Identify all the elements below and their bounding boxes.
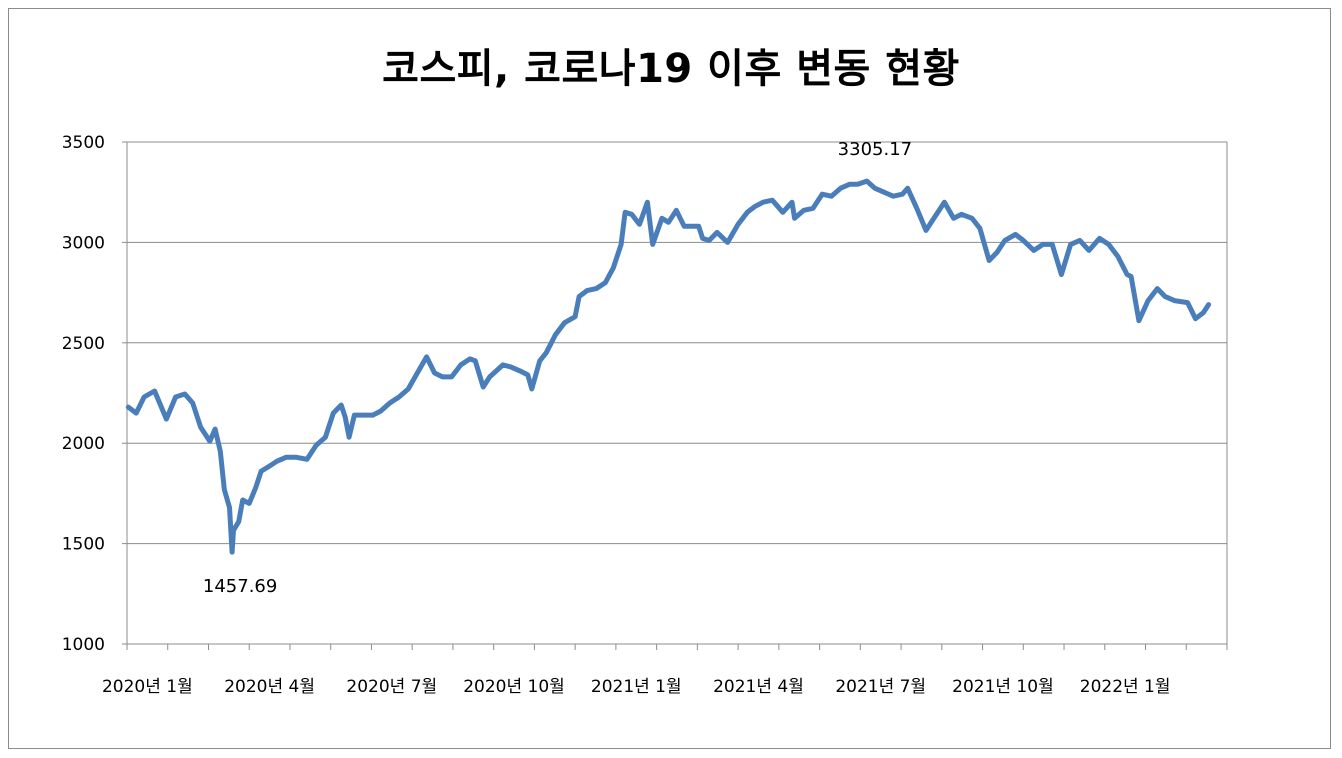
annotations: 1457.69 3305.17 (203, 139, 912, 597)
chart-title: 코스피, 코로나19 이후 변동 현황 (382, 46, 960, 92)
y-tick-label: 2500 (62, 334, 105, 354)
x-tick-label: 2020년 1월 (102, 677, 193, 697)
x-axis: 2020년 1월 2020년 4월 2020년 7월 2020년 10월 2021년 1… (102, 644, 1228, 697)
y-tick-label: 1000 (62, 635, 105, 655)
x-tick-label: 2021년 1월 (591, 677, 682, 697)
y-tick-label: 2000 (62, 434, 105, 454)
x-tick-label: 2020년 10월 (463, 677, 565, 697)
chart-frame (8, 8, 1331, 749)
data-label: 3305.17 (838, 139, 912, 160)
x-tick-label: 2021년 10월 (952, 677, 1054, 697)
data-label: 1457.69 (203, 576, 277, 597)
series-group (125, 178, 1212, 555)
series-line (125, 178, 1212, 555)
y-tick-label: 3000 (62, 233, 105, 253)
y-tick-label: 1500 (62, 535, 105, 555)
y-tick-label: 3500 (62, 133, 105, 153)
x-tick-label: 2020년 7월 (346, 677, 437, 697)
x-tick-label: 2022년 1월 (1080, 677, 1171, 697)
x-tick-label: 2021년 4월 (713, 677, 804, 697)
x-tick-label: 2021년 7월 (835, 677, 926, 697)
x-tick-label: 2020년 4월 (224, 677, 315, 697)
y-axis: 1000 1500 2000 2500 3000 3500 (62, 133, 105, 655)
